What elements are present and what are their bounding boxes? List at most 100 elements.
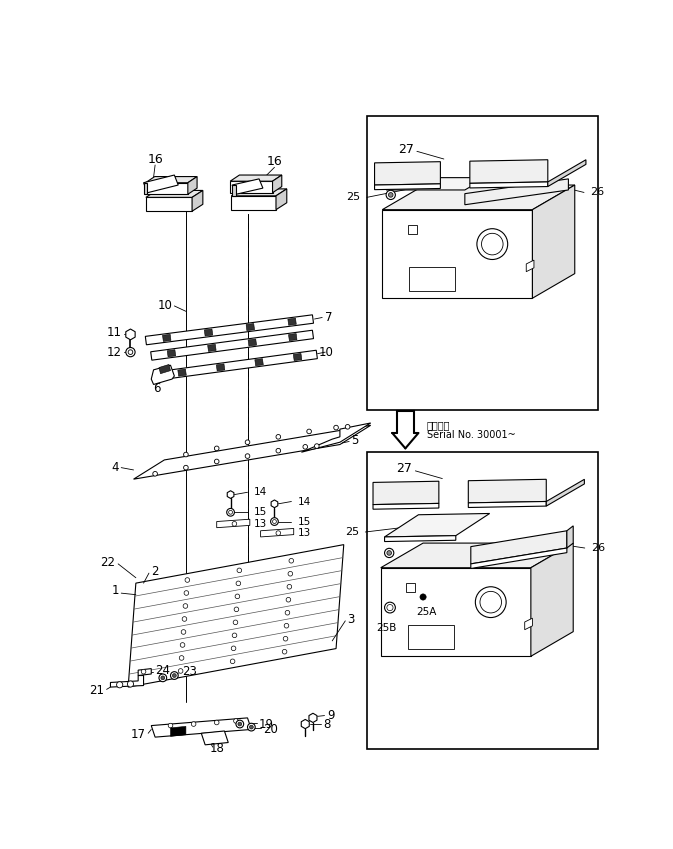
Circle shape	[420, 594, 426, 600]
Text: 23: 23	[182, 665, 197, 678]
Polygon shape	[384, 536, 456, 542]
Circle shape	[245, 453, 250, 458]
Polygon shape	[468, 480, 546, 503]
Circle shape	[182, 616, 187, 621]
Polygon shape	[217, 520, 250, 528]
Text: 16: 16	[147, 153, 163, 166]
Circle shape	[230, 659, 235, 664]
Text: 適用号機: 適用号機	[427, 420, 450, 430]
Circle shape	[126, 347, 135, 357]
Text: 16: 16	[267, 155, 283, 168]
Polygon shape	[143, 183, 147, 194]
Polygon shape	[146, 197, 192, 211]
Circle shape	[481, 233, 503, 255]
Text: 27: 27	[398, 143, 413, 155]
Text: 25: 25	[347, 193, 361, 202]
Circle shape	[286, 598, 291, 602]
Circle shape	[248, 723, 255, 731]
Bar	[367, 115, 598, 410]
Circle shape	[245, 440, 250, 445]
Polygon shape	[382, 210, 532, 298]
Polygon shape	[192, 190, 203, 211]
Bar	[163, 335, 171, 341]
Circle shape	[229, 510, 232, 514]
Polygon shape	[145, 315, 314, 345]
Bar	[168, 350, 176, 357]
Text: 1: 1	[112, 584, 119, 598]
Polygon shape	[386, 177, 486, 190]
Polygon shape	[201, 731, 228, 745]
Circle shape	[178, 669, 183, 673]
Circle shape	[288, 571, 293, 576]
Circle shape	[289, 559, 293, 563]
Polygon shape	[532, 185, 575, 298]
Polygon shape	[525, 618, 532, 630]
Text: 27: 27	[396, 462, 412, 475]
Text: 13: 13	[297, 528, 311, 538]
Polygon shape	[408, 225, 417, 234]
Circle shape	[227, 509, 234, 516]
Circle shape	[388, 193, 393, 197]
Polygon shape	[232, 185, 236, 196]
Circle shape	[215, 446, 219, 451]
Polygon shape	[232, 179, 263, 194]
Text: 19: 19	[259, 717, 274, 730]
Polygon shape	[381, 543, 573, 568]
Circle shape	[384, 548, 394, 558]
Polygon shape	[151, 365, 174, 385]
Text: 20: 20	[263, 723, 278, 736]
Circle shape	[284, 623, 289, 628]
Circle shape	[237, 568, 242, 573]
Polygon shape	[471, 531, 567, 564]
Polygon shape	[276, 188, 287, 210]
Polygon shape	[470, 160, 548, 183]
Polygon shape	[470, 182, 548, 188]
Circle shape	[170, 672, 178, 679]
Text: 11: 11	[106, 326, 121, 340]
Polygon shape	[546, 480, 584, 506]
Circle shape	[232, 646, 236, 650]
Circle shape	[283, 637, 288, 641]
Circle shape	[191, 722, 196, 727]
Polygon shape	[232, 196, 276, 210]
Circle shape	[168, 723, 173, 728]
Polygon shape	[531, 543, 573, 656]
Bar	[293, 353, 302, 361]
Circle shape	[232, 633, 237, 638]
Text: 14: 14	[297, 497, 311, 507]
Circle shape	[236, 720, 244, 728]
Text: 14: 14	[254, 487, 267, 498]
Polygon shape	[373, 481, 439, 504]
Polygon shape	[302, 423, 371, 453]
Polygon shape	[548, 160, 586, 187]
Text: 10: 10	[319, 346, 334, 358]
Polygon shape	[375, 161, 440, 185]
Text: 13: 13	[254, 519, 267, 529]
Circle shape	[234, 718, 238, 723]
Text: 22: 22	[100, 556, 115, 569]
Circle shape	[475, 587, 506, 617]
Circle shape	[307, 429, 312, 434]
Text: 18: 18	[209, 742, 224, 755]
Polygon shape	[384, 514, 490, 537]
Circle shape	[141, 669, 146, 674]
Text: 26: 26	[591, 543, 605, 553]
Polygon shape	[110, 676, 143, 687]
Circle shape	[128, 350, 133, 354]
Polygon shape	[465, 179, 569, 205]
Text: 25B: 25B	[377, 623, 397, 633]
Circle shape	[276, 448, 281, 453]
Circle shape	[185, 577, 190, 582]
Polygon shape	[381, 568, 531, 656]
Text: 24: 24	[155, 664, 170, 677]
Text: 26: 26	[590, 188, 604, 198]
Circle shape	[181, 630, 186, 634]
Text: 21: 21	[90, 684, 104, 697]
Circle shape	[159, 674, 167, 682]
Polygon shape	[145, 183, 188, 194]
Bar	[255, 358, 263, 366]
Circle shape	[234, 607, 239, 611]
Circle shape	[273, 520, 277, 524]
Text: 17: 17	[131, 728, 146, 741]
Text: 4: 4	[112, 461, 119, 474]
